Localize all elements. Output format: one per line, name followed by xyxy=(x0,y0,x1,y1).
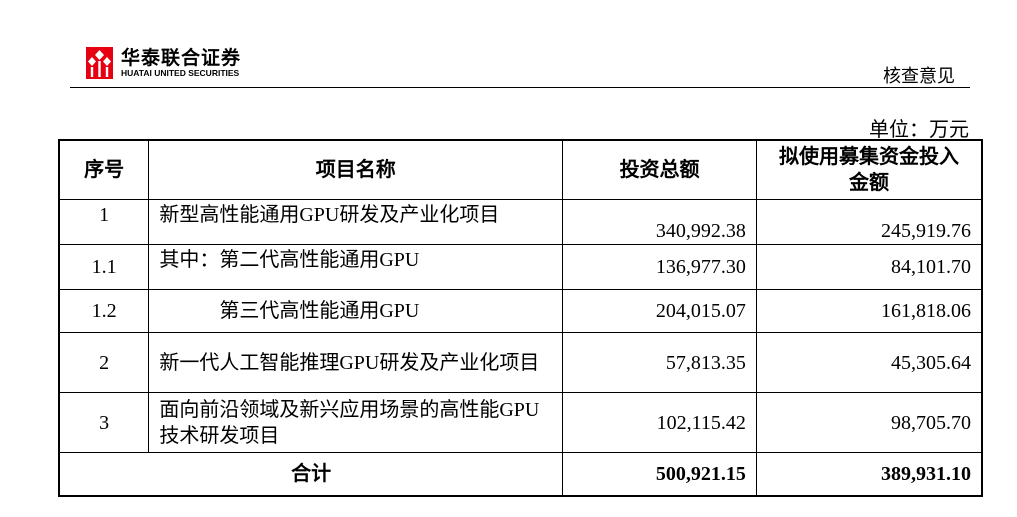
cell-total: 204,015.07 xyxy=(562,289,757,333)
investment-table: 序号 项目名称 投资总额 拟使用募集资金投入金额 1 新型高性能通用GPU研发及… xyxy=(58,139,983,497)
cell-name: 其中：第二代高性能通用GPU xyxy=(148,244,564,290)
col-total: 投资总额 xyxy=(562,139,757,200)
cell-no: 2 xyxy=(58,332,150,393)
total-label: 合计 xyxy=(58,452,564,497)
table-row: 2 新一代人工智能推理GPU研发及产业化项目 57,813.35 45,305.… xyxy=(58,332,983,393)
section-title: 核查意见 xyxy=(883,66,955,86)
cell-raised: 161,818.06 xyxy=(755,289,983,333)
cell-raised: 245,919.76 xyxy=(755,199,983,245)
table-row: 1.2 第三代高性能通用GPU 204,015.07 161,818.06 xyxy=(58,289,983,333)
table-row: 1.1 其中：第二代高性能通用GPU 136,977.30 84,101.70 xyxy=(58,244,983,290)
header-divider xyxy=(70,87,970,88)
logo-icon xyxy=(86,47,113,79)
cell-no: 3 xyxy=(58,392,150,453)
cell-total: 340,992.38 xyxy=(562,199,757,245)
total-row: 合计 500,921.15 389,931.10 xyxy=(58,452,983,497)
cell-no: 1.1 xyxy=(58,244,150,290)
cell-total: 102,115.42 xyxy=(562,392,757,453)
table-header: 序号 项目名称 投资总额 拟使用募集资金投入金额 xyxy=(58,139,983,200)
cell-name: 第三代高性能通用GPU xyxy=(148,289,564,333)
total-investment: 500,921.15 xyxy=(562,452,757,497)
cell-name: 新型高性能通用GPU研发及产业化项目 xyxy=(148,199,564,245)
col-no: 序号 xyxy=(58,139,150,200)
logo-en: HUATAI UNITED SECURITIES xyxy=(121,68,240,78)
cell-no: 1.2 xyxy=(58,289,150,333)
cell-name: 面向前沿领域及新兴应用场景的高性能GPU技术研发项目 xyxy=(148,392,564,453)
cell-name: 新一代人工智能推理GPU研发及产业化项目 xyxy=(148,332,564,393)
cell-total: 136,977.30 xyxy=(562,244,757,290)
cell-no: 1 xyxy=(58,199,150,245)
cell-raised: 84,101.70 xyxy=(755,244,983,290)
cell-raised: 45,305.64 xyxy=(755,332,983,393)
col-raised: 拟使用募集资金投入金额 xyxy=(755,139,983,200)
huatai-logo: 华泰联合证券 HUATAI UNITED SECURITIES xyxy=(86,47,241,79)
cell-raised: 98,705.70 xyxy=(755,392,983,453)
table-row: 3 面向前沿领域及新兴应用场景的高性能GPU技术研发项目 102,115.42 … xyxy=(58,392,983,453)
logo-cn: 华泰联合证券 xyxy=(121,47,242,69)
unit-label: 单位：万元 xyxy=(869,119,969,141)
cell-total: 57,813.35 xyxy=(562,332,757,393)
table-row: 1 新型高性能通用GPU研发及产业化项目 340,992.38 245,919.… xyxy=(58,199,983,245)
total-raised: 389,931.10 xyxy=(755,452,983,497)
col-name: 项目名称 xyxy=(148,139,564,200)
